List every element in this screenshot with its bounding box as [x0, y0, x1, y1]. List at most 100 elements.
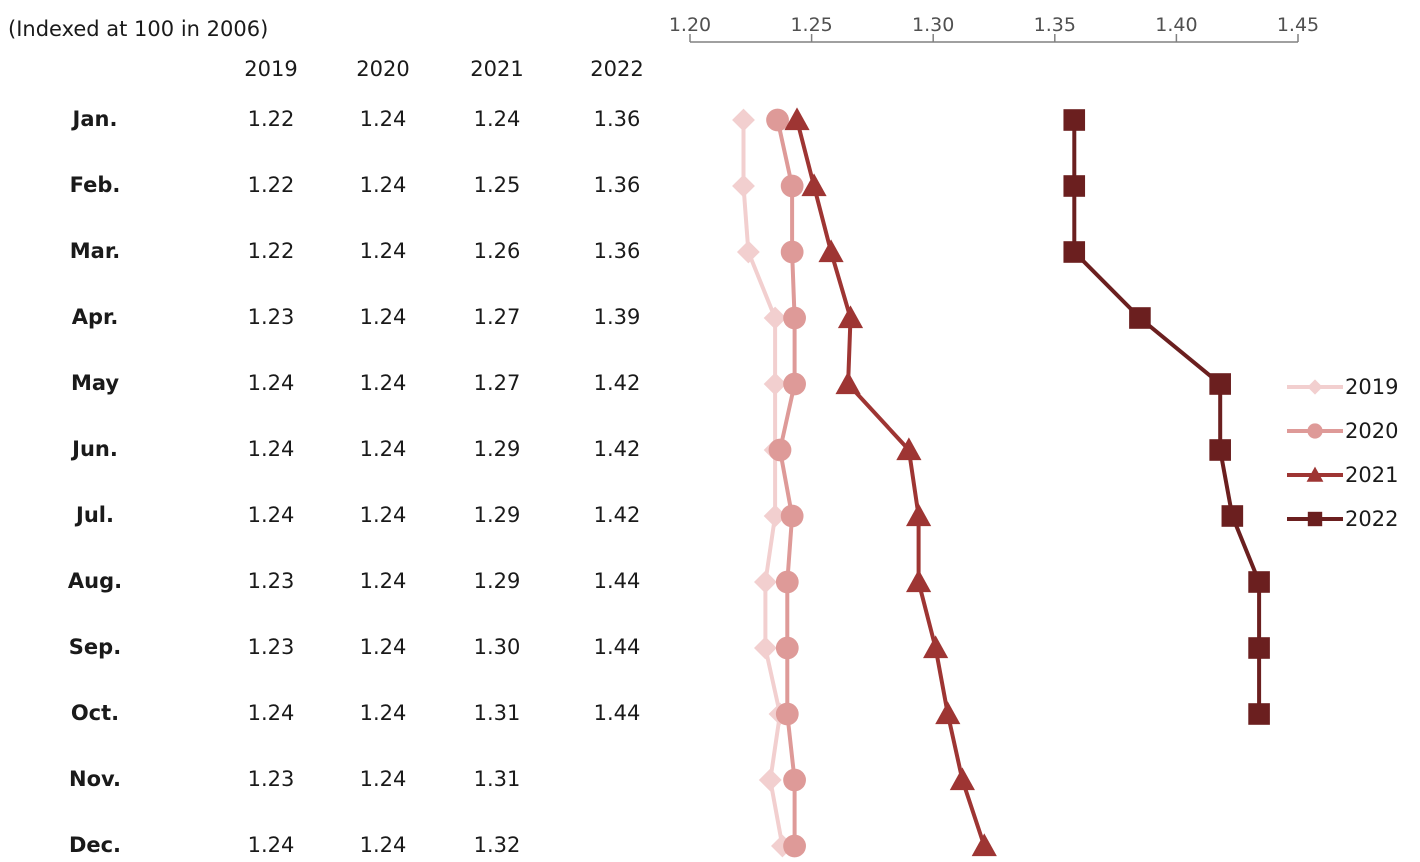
- data-point-circle: [775, 636, 799, 660]
- table-cell: 1.24: [359, 107, 407, 131]
- legend-swatch: [1287, 379, 1343, 395]
- table-cell: 1.24: [247, 437, 295, 461]
- data-point-circle: [783, 306, 806, 330]
- table-cell: 1.24: [359, 173, 407, 197]
- legend-item-2019: 2019: [1285, 374, 1415, 418]
- data-point-square: [1129, 307, 1151, 329]
- series-2019: [732, 108, 794, 858]
- table-cell: 1.36: [593, 173, 641, 197]
- data-point-circle: [783, 372, 806, 396]
- table-cell: 1.25: [473, 173, 521, 197]
- data-point-diamond: [753, 636, 777, 660]
- legend-swatch: [1287, 423, 1343, 439]
- row-label: May: [70, 371, 120, 395]
- data-point-triangle: [784, 107, 810, 131]
- data-point-circle: [768, 438, 792, 462]
- legend-label: 2022: [1345, 507, 1399, 531]
- data-point-circle: [783, 768, 806, 792]
- data-point-triangle: [818, 239, 844, 263]
- table-cell: 1.32: [473, 833, 521, 857]
- table-cell: 1.36: [593, 239, 641, 263]
- data-point-triangle: [949, 767, 975, 791]
- table-cell: 1.29: [473, 569, 521, 593]
- data-point-square: [1063, 241, 1086, 263]
- row-label: Jun.: [72, 437, 118, 461]
- table-cell: 1.24: [247, 371, 295, 395]
- data-point-circle: [1307, 423, 1323, 439]
- row-label: Jan.: [72, 107, 118, 131]
- data-point-diamond: [736, 240, 760, 264]
- table-cell: 1.31: [473, 701, 521, 725]
- row-label: Apr.: [71, 305, 119, 329]
- table-cell: 1.31: [473, 767, 521, 791]
- table-cell: 1.24: [473, 107, 521, 131]
- table-cell: 1.24: [359, 569, 407, 593]
- data-point-diamond: [763, 372, 787, 396]
- data-point-diamond: [763, 504, 787, 528]
- x-tick-label: 1.20: [669, 14, 711, 36]
- data-point-square: [1209, 439, 1231, 461]
- table-header-2020: 2020: [356, 57, 410, 81]
- data-point-square: [1209, 373, 1231, 395]
- data-point-triangle: [971, 833, 997, 857]
- series-2022: [1063, 109, 1270, 725]
- table-cell: 1.23: [247, 569, 295, 593]
- table-cell: 1.42: [593, 503, 641, 527]
- table-cell: 1.23: [247, 767, 295, 791]
- row-label: Jul.: [76, 503, 114, 527]
- table-cell: 1.44: [593, 569, 641, 593]
- table-cell: 1.24: [359, 833, 407, 857]
- data-point-diamond: [753, 570, 777, 594]
- series-line-2021: [795, 119, 987, 847]
- table-cell: 1.29: [473, 503, 521, 527]
- data-point-diamond: [732, 108, 755, 132]
- legend-item-2020: 2020: [1285, 418, 1415, 462]
- data-point-diamond: [763, 306, 787, 330]
- series-2021: [784, 107, 997, 857]
- data-point-square: [1307, 511, 1323, 527]
- series-line-2022: [1072, 120, 1262, 714]
- table-cell: 1.29: [473, 437, 521, 461]
- data-point-triangle: [835, 371, 861, 395]
- row-label: Aug.: [67, 569, 123, 593]
- legend-swatch: [1287, 511, 1343, 527]
- table-cell: 1.44: [593, 635, 641, 659]
- table-cell: 1.24: [359, 503, 407, 527]
- table-cell: 1.23: [247, 305, 295, 329]
- table-header-2021: 2021: [470, 57, 524, 81]
- table-cell: 1.24: [359, 437, 407, 461]
- row-label: Sep.: [68, 635, 122, 659]
- table-cell: 1.24: [247, 503, 295, 527]
- data-point-diamond: [758, 768, 782, 792]
- data-point-circle: [780, 240, 804, 264]
- data-point-square: [1248, 571, 1270, 593]
- legend-label: 2021: [1345, 463, 1399, 487]
- series-line-2020: [775, 119, 797, 846]
- data-point-circle: [775, 702, 799, 726]
- data-point-square: [1248, 637, 1270, 659]
- table-cell: 1.27: [473, 371, 521, 395]
- table-header-2019: 2019: [244, 57, 298, 81]
- table-cell: 1.44: [593, 701, 641, 725]
- table-cell: 1.27: [473, 305, 521, 329]
- data-point-circle: [780, 174, 804, 198]
- data-point-square: [1063, 175, 1086, 197]
- table-cell: 1.24: [359, 701, 407, 725]
- table-cell: 1.24: [247, 833, 295, 857]
- x-tick-label: 1.35: [1034, 14, 1076, 36]
- row-label: Nov.: [69, 767, 121, 791]
- legend-label: 2020: [1345, 419, 1399, 443]
- data-point-triangle: [1306, 466, 1324, 482]
- legend-item-2022: 2022: [1285, 506, 1415, 550]
- table-cell: 1.24: [359, 767, 407, 791]
- table-cell: 1.36: [593, 107, 641, 131]
- table-cell: 1.42: [593, 437, 641, 461]
- table-cell: 1.26: [473, 239, 521, 263]
- data-point-triangle: [906, 569, 932, 593]
- data-point-diamond: [1307, 379, 1323, 395]
- x-tick-label: 1.30: [912, 14, 954, 36]
- table-cell: 1.39: [593, 305, 641, 329]
- legend-item-2021: 2021: [1285, 462, 1415, 506]
- data-point-triangle: [837, 305, 864, 329]
